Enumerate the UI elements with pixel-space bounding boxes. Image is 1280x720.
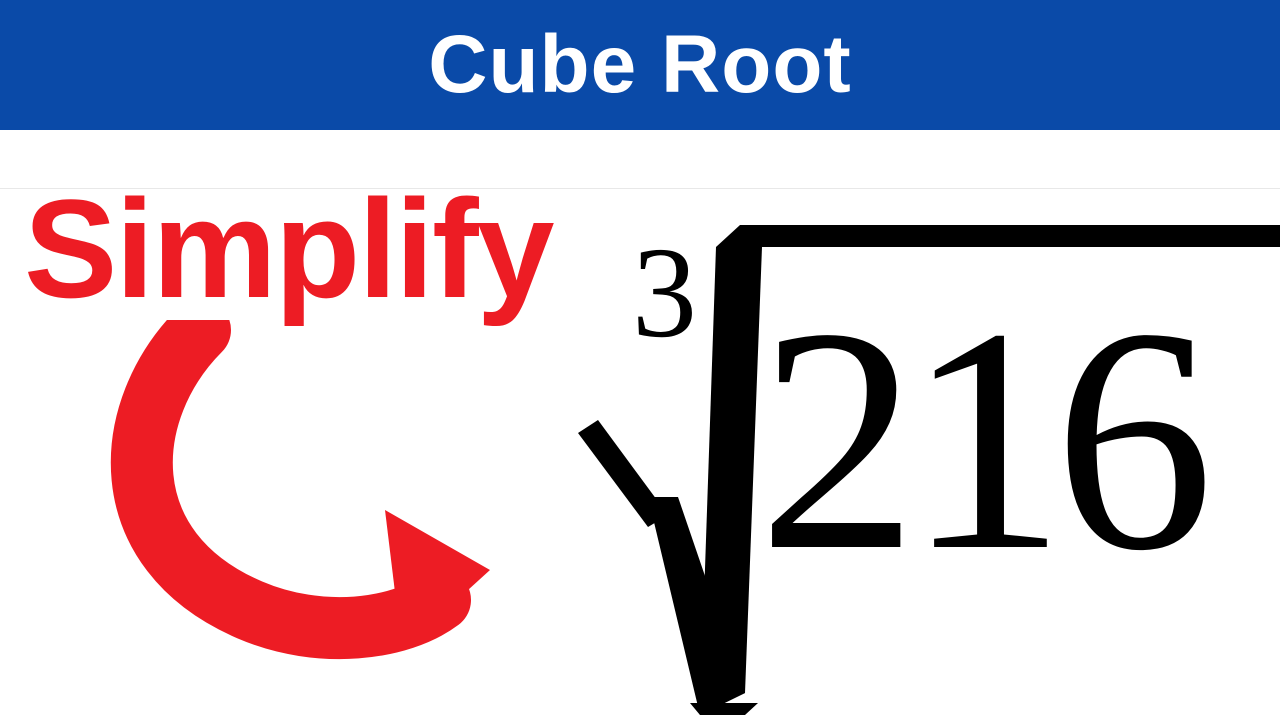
curved-arrow-icon <box>80 320 500 680</box>
banner-title: Cube Root <box>428 18 851 112</box>
title-banner: Cube Root <box>0 0 1280 130</box>
simplify-label: Simplify <box>24 168 553 330</box>
radical-index: 3 <box>632 218 697 368</box>
radicand-value: 216 <box>758 280 1202 600</box>
